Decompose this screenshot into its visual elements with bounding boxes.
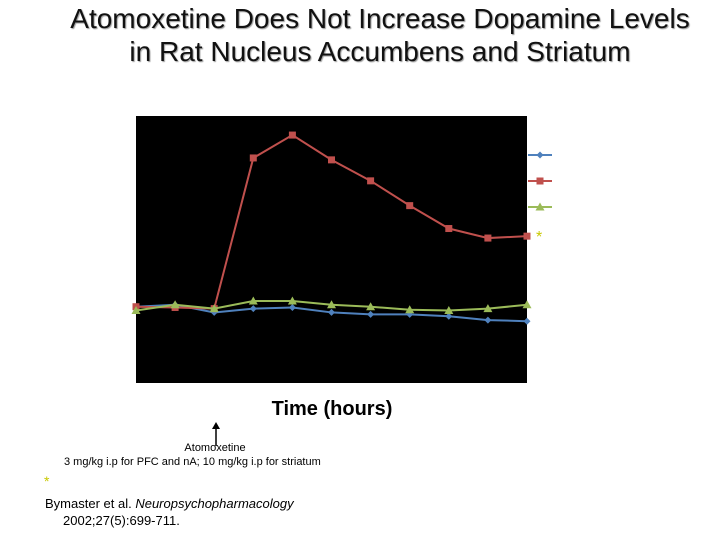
citation-authors: Bymaster et al. xyxy=(45,496,132,511)
data-point-s3-9 xyxy=(444,306,454,315)
legend-marker-2 xyxy=(536,177,544,185)
citation-reference: 2002;27(5):699-711. xyxy=(63,513,180,528)
series-layer xyxy=(131,131,532,325)
data-point-s2-11 xyxy=(523,232,531,240)
drug-annotation: Atomoxetine xyxy=(184,442,246,454)
data-point-s1-11 xyxy=(523,317,531,325)
data-point-s3-1 xyxy=(131,306,141,315)
x-axis-label: Time (hours) xyxy=(271,398,393,420)
data-point-s2-9 xyxy=(445,225,453,233)
dose-arrow-icon xyxy=(209,422,223,446)
data-point-s2-10 xyxy=(484,234,492,242)
plot-area xyxy=(136,116,527,383)
data-point-s1-6 xyxy=(328,308,335,316)
footnote-star: * xyxy=(44,473,50,489)
data-point-s3-5 xyxy=(287,296,297,305)
data-point-s3-7 xyxy=(366,302,376,311)
legend-marker-1 xyxy=(536,151,544,159)
data-point-s2-4 xyxy=(249,154,257,162)
data-point-s2-6 xyxy=(328,156,335,164)
dose-annotation: 3 mg/kg i.p for PFC and nA; 10 mg/kg i.p… xyxy=(64,456,321,468)
data-point-s3-6 xyxy=(327,300,336,309)
data-point-s2-8 xyxy=(406,202,414,210)
legend-star: * xyxy=(536,229,542,246)
data-point-s3-3 xyxy=(209,304,219,313)
legend-marker-3 xyxy=(535,202,545,211)
data-point-s3-10 xyxy=(483,304,493,313)
legend: * xyxy=(528,151,552,246)
data-point-s1-4 xyxy=(249,305,257,313)
citation: Bymaster et al. Neuropsychopharmacology … xyxy=(45,495,365,529)
data-point-s3-4 xyxy=(248,296,258,305)
data-point-s2-7 xyxy=(367,177,375,185)
data-point-s1-5 xyxy=(288,303,296,311)
data-point-s1-9 xyxy=(445,312,453,320)
citation-journal: Neuropsychopharmacology xyxy=(135,496,294,511)
data-point-s3-2 xyxy=(170,300,180,309)
data-point-s2-5 xyxy=(288,131,296,139)
data-point-s1-7 xyxy=(367,310,375,318)
data-point-s3-11 xyxy=(522,300,532,309)
data-point-s1-10 xyxy=(484,316,492,324)
data-point-s3-8 xyxy=(405,305,415,314)
slide-title: Atomoxetine Does Not Increase Dopamine L… xyxy=(70,3,690,67)
